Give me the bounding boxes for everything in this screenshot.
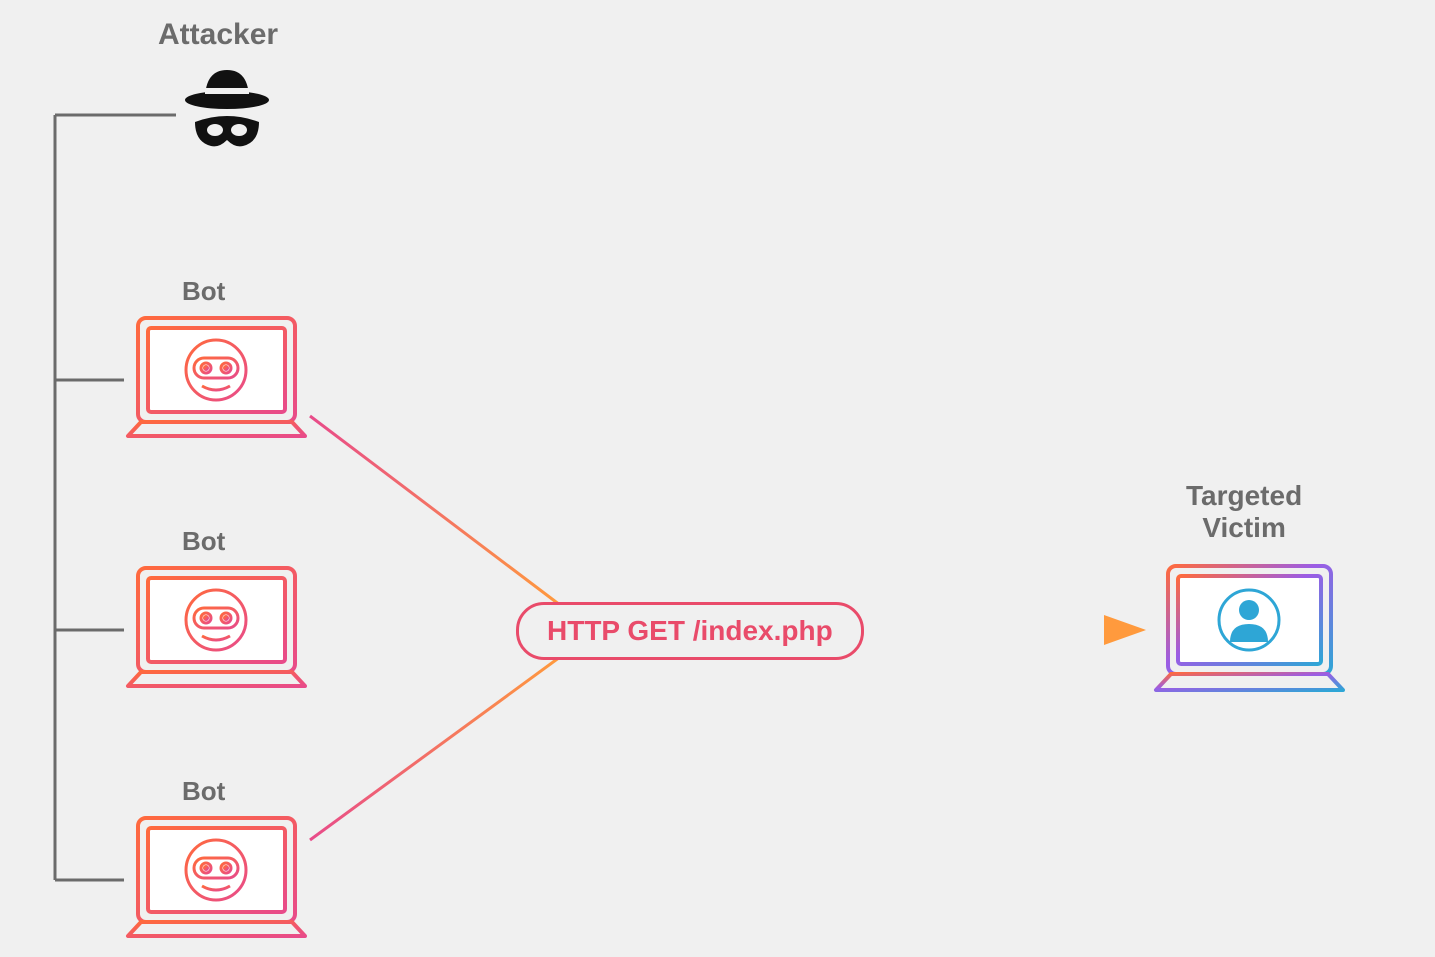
diagram-root: Attacker Bot [0,0,1435,957]
victim-label-line1: Targeted [1186,480,1302,511]
http-request-pill: HTTP GET /index.php [516,602,864,660]
bot-laptop-2 [124,564,309,694]
victim-label-line2: Victim [1202,512,1286,543]
attacker-label: Attacker [158,18,278,52]
attacker-icon [177,62,277,162]
victim-laptop [1152,562,1347,698]
bot-label-1: Bot [182,276,225,307]
bot-label-2: Bot [182,526,225,557]
bot-laptop-1 [124,314,309,444]
bot-label-3: Bot [182,776,225,807]
bot-laptop-3 [124,814,309,944]
victim-label: Targeted Victim [1186,480,1302,544]
attacker-tree-lines [55,115,176,880]
